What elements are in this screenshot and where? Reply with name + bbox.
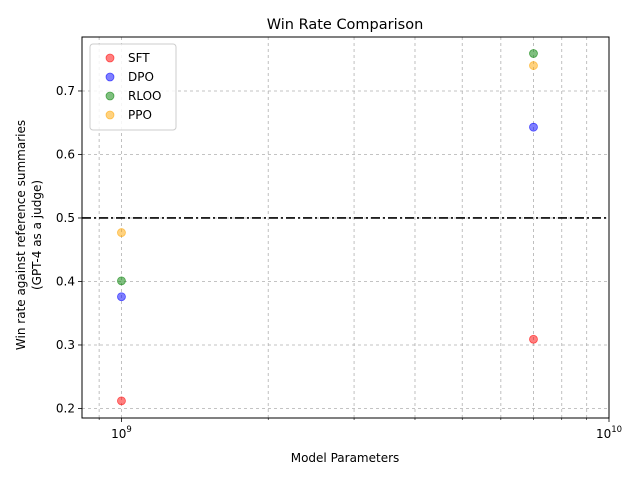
grid xyxy=(82,37,610,418)
legend-marker-ppo xyxy=(105,110,115,120)
legend-marker-sft xyxy=(105,53,115,63)
legend-label-rloo: RLOO xyxy=(128,89,162,103)
data-point-sft xyxy=(117,396,126,406)
x-tick-label: 109 xyxy=(111,425,132,441)
y-axis-label-line-2: (GPT-4 as a judge) xyxy=(30,180,44,290)
y-axis-label-line-1: Win rate against reference summaries xyxy=(14,120,28,350)
legend-box xyxy=(89,43,177,131)
x-axis-label: Model Parameters xyxy=(291,451,400,465)
data-point-sft xyxy=(529,334,538,344)
y-tick-label: 0.6 xyxy=(56,147,75,161)
data-point-dpo xyxy=(529,122,538,132)
y-tick-label: 0.2 xyxy=(56,401,75,415)
legend-marker-rloo xyxy=(105,91,115,101)
y-tick-label: 0.3 xyxy=(56,338,75,352)
y-tick-label: 0.5 xyxy=(56,211,75,225)
x-tick-label: 1010 xyxy=(596,425,622,441)
data-point-ppo xyxy=(117,228,126,237)
axes: 109 1010 0.2 0.3 0.4 0.5 0.6 0.7 xyxy=(56,84,622,441)
chart-title: Win Rate Comparison xyxy=(267,17,424,33)
data-point-rloo xyxy=(117,276,126,286)
data-point-dpo xyxy=(117,292,126,302)
legend-label-dpo: DPO xyxy=(128,70,154,84)
y-tick-label: 0.4 xyxy=(56,274,75,288)
data-point-rloo xyxy=(529,49,538,58)
data-points xyxy=(117,49,538,406)
legend: SFT DPO RLOO PPO xyxy=(89,43,177,131)
y-tick-label: 0.7 xyxy=(56,84,75,98)
legend-label-sft: SFT xyxy=(128,51,150,65)
legend-marker-dpo xyxy=(105,72,115,82)
plot-frame xyxy=(81,36,610,419)
data-point-ppo xyxy=(529,61,538,70)
legend-label-ppo: PPO xyxy=(128,108,152,122)
